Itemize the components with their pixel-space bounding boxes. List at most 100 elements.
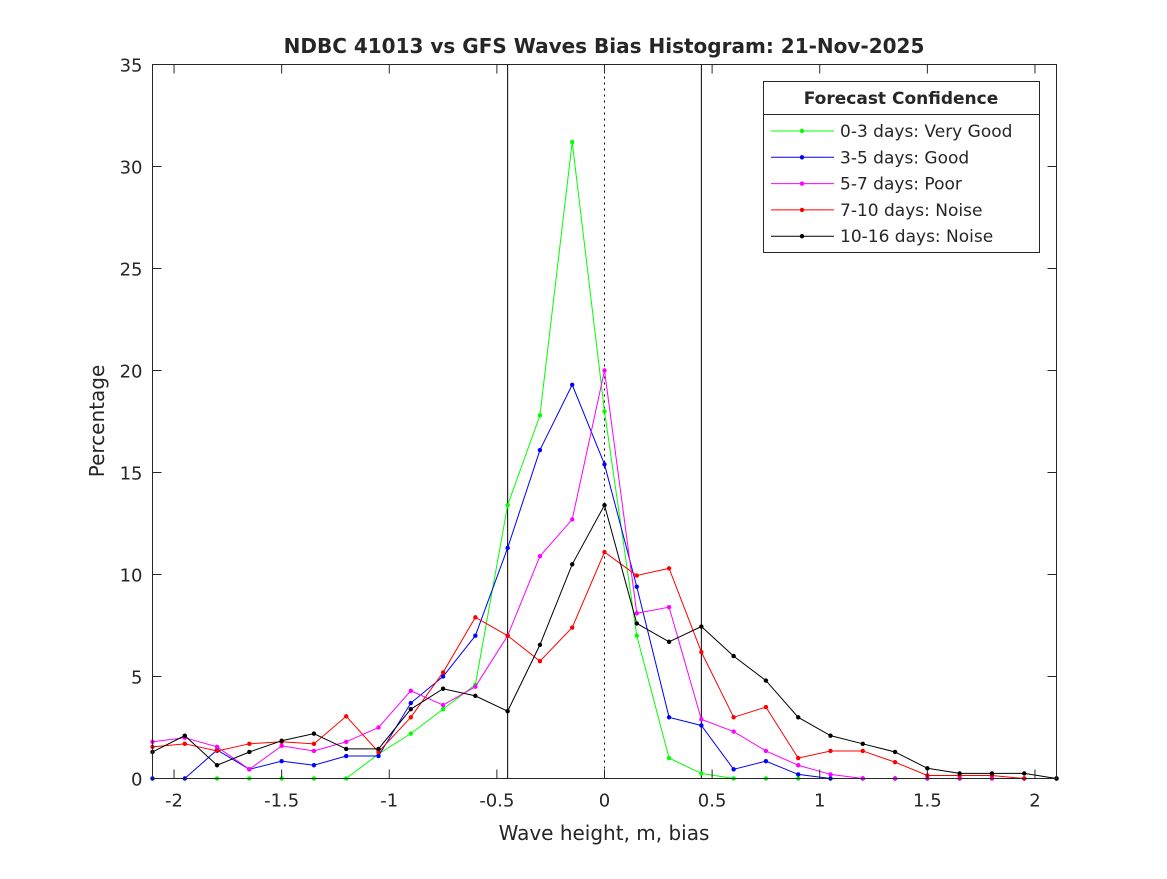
- legend-item: 0-3 days: Very Good: [771, 122, 1012, 142]
- x-axis-label: Wave height, m, bias: [499, 821, 710, 845]
- data-point: [796, 763, 801, 768]
- legend-marker: [799, 128, 805, 134]
- data-point: [892, 759, 898, 765]
- data-point: [666, 715, 672, 720]
- legend-item: 5-7 days: Poor: [771, 175, 962, 195]
- data-point: [537, 642, 543, 648]
- y-axis-label: Percentage: [85, 365, 109, 478]
- data-point: [473, 693, 478, 699]
- x-tick-label: -1: [380, 791, 398, 812]
- data-point: [666, 604, 672, 610]
- data-point: [473, 684, 478, 689]
- y-tick-label: 10: [120, 566, 143, 587]
- data-point: [828, 733, 833, 738]
- data-point: [796, 755, 801, 761]
- data-point: [182, 741, 187, 747]
- legend-label: 7-10 days: Noise: [840, 201, 982, 221]
- data-point: [634, 621, 639, 626]
- data-point: [731, 729, 736, 734]
- data-point: [731, 653, 736, 659]
- data-point: [699, 723, 704, 728]
- data-point: [602, 368, 607, 373]
- data-point: [828, 748, 833, 754]
- data-point: [505, 633, 510, 638]
- data-point: [570, 517, 575, 522]
- data-point: [1022, 771, 1027, 776]
- data-point: [376, 753, 381, 759]
- data-point: [957, 771, 962, 776]
- y-tick-label: 20: [120, 362, 143, 383]
- y-tick-label: 5: [131, 668, 142, 689]
- data-point: [892, 749, 898, 755]
- data-point: [666, 755, 672, 761]
- data-point: [214, 748, 220, 754]
- data-point: [731, 767, 736, 772]
- legend-marker: [799, 155, 805, 160]
- data-point: [440, 686, 446, 691]
- data-point: [537, 659, 543, 664]
- data-point: [279, 738, 284, 743]
- data-point: [247, 749, 252, 755]
- data-point: [602, 549, 607, 555]
- data-point: [473, 633, 478, 638]
- x-tick-label: -2: [165, 791, 183, 812]
- legend-label: 3-5 days: Good: [840, 148, 969, 168]
- y-tick-label: 35: [120, 56, 143, 77]
- data-point: [537, 447, 543, 453]
- y-tick-label: 15: [120, 464, 143, 485]
- data-point: [505, 545, 510, 551]
- data-point: [408, 731, 413, 736]
- data-point: [860, 748, 865, 754]
- legend-item: 7-10 days: Noise: [771, 201, 982, 221]
- data-point: [311, 731, 317, 736]
- data-point: [763, 678, 769, 683]
- data-point: [311, 748, 317, 754]
- data-point: [570, 625, 575, 630]
- data-point: [666, 639, 672, 645]
- data-point: [279, 758, 284, 764]
- data-point: [344, 753, 349, 759]
- legend-label: 10-16 days: Noise: [840, 227, 993, 247]
- data-point: [763, 758, 769, 764]
- legend-marker: [799, 207, 805, 213]
- legend-item: 3-5 days: Good: [771, 148, 969, 168]
- data-point: [666, 566, 672, 571]
- data-point: [634, 611, 639, 616]
- data-point: [570, 562, 575, 567]
- data-point: [699, 649, 704, 655]
- x-tick-label: -0.5: [479, 791, 514, 812]
- data-point: [214, 744, 220, 750]
- data-point: [796, 772, 801, 777]
- data-point: [505, 708, 510, 714]
- data-point: [989, 771, 995, 776]
- data-point: [408, 688, 413, 693]
- data-point: [860, 741, 865, 747]
- data-point: [731, 715, 736, 720]
- legend-item: 10-16 days: Noise: [771, 227, 993, 247]
- x-tick-label: 1: [814, 791, 825, 812]
- data-point: [311, 741, 317, 747]
- x-tick-label: 0.5: [698, 791, 727, 812]
- data-point: [763, 704, 769, 710]
- y-tick-label: 0: [131, 770, 142, 791]
- data-point: [634, 573, 639, 578]
- chart-title: NDBC 41013 vs GFS Waves Bias Histogram: …: [284, 34, 925, 58]
- legend: Forecast Confidence 0-3 days: Very Good 3…: [763, 81, 1040, 253]
- legend-box: [763, 81, 1040, 253]
- data-point: [699, 771, 704, 776]
- legend-label: 5-7 days: Poor: [840, 175, 962, 195]
- x-tick-label: 2: [1029, 791, 1040, 812]
- data-point: [376, 746, 381, 752]
- series-3: [150, 549, 1059, 781]
- data-point: [247, 741, 252, 747]
- data-point: [634, 633, 639, 638]
- data-point: [699, 717, 704, 722]
- data-point: [602, 502, 607, 508]
- data-point: [214, 763, 220, 768]
- legend-marker: [799, 234, 805, 239]
- data-point: [182, 733, 187, 738]
- data-point: [537, 553, 543, 559]
- x-tick-label: 0: [599, 791, 610, 812]
- data-point: [473, 615, 478, 620]
- data-point: [279, 743, 284, 749]
